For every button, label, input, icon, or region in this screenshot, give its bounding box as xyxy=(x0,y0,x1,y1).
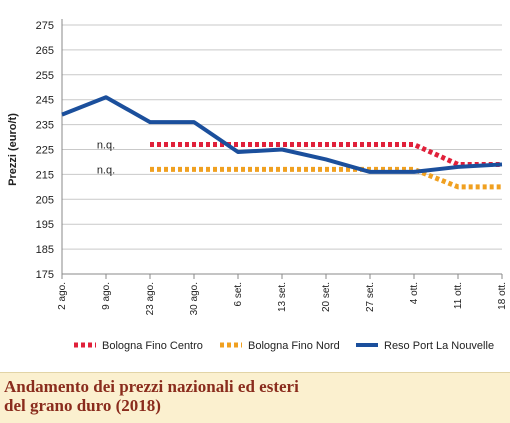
x-tick-label: 18 ott. xyxy=(497,282,508,310)
legend-label-2: Bologna Fino Nord xyxy=(248,340,340,352)
y-tick-label: 255 xyxy=(36,70,54,82)
annotation-label: n.q. xyxy=(97,140,115,152)
y-tick-label: 235 xyxy=(36,120,54,132)
y-tick-label: 245 xyxy=(36,95,54,107)
x-tick-label: 27 set. xyxy=(365,282,376,312)
x-tick-label: 13 set. xyxy=(277,282,288,312)
series-line-3 xyxy=(61,95,503,174)
x-tick-label: 11 ott. xyxy=(453,282,464,309)
y-tick-label: 225 xyxy=(36,145,54,157)
x-tick-label: 6 set. xyxy=(233,282,244,306)
y-tick-label: 175 xyxy=(36,269,54,281)
x-tick-label: 23 ago. xyxy=(145,282,156,315)
annotation-label: n.q. xyxy=(97,164,115,176)
x-tick-label: 2 ago. xyxy=(57,282,68,310)
y-tick-label: 265 xyxy=(36,45,54,57)
line-chart: 175 185 195 205 215 225 235 245 255 265 275 Prezzi … xyxy=(7,19,508,352)
y-tick-label: 195 xyxy=(36,219,54,231)
caption-line-1: Andamento dei prezzi nazionali ed esteri xyxy=(4,377,299,396)
y-tick-label: 185 xyxy=(36,244,54,256)
legend-label-3: Reso Port La Nouvelle xyxy=(384,340,494,352)
y-tick-label: 275 xyxy=(36,20,54,32)
y-tick-label: 215 xyxy=(36,169,54,181)
legend-label-1: Bologna Fino Centro xyxy=(102,340,203,352)
chart-caption: Andamento dei prezzi nazionali ed esteri… xyxy=(0,372,510,423)
series-line-1 xyxy=(150,142,502,167)
series-line-2 xyxy=(150,166,502,190)
x-tick-label: 20 set. xyxy=(321,282,332,312)
x-tick-label: 9 ago. xyxy=(101,282,112,310)
y-axis-title: Prezzi (euro/t) xyxy=(7,113,19,186)
caption-line-2: del grano duro (2018) xyxy=(4,396,161,415)
x-tick-label: 4 ott. xyxy=(409,282,420,304)
y-tick-label: 205 xyxy=(36,194,54,206)
x-tick-label: 30 ago. xyxy=(189,282,200,315)
